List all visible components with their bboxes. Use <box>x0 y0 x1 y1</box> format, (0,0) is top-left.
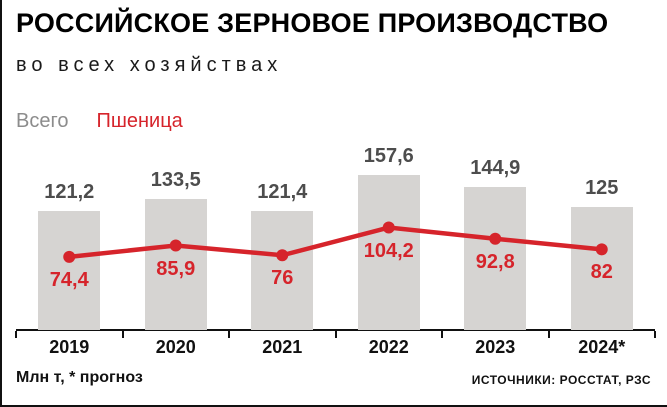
x-axis-tick <box>228 331 230 338</box>
legend-item-wheat: Пшеница <box>96 110 183 132</box>
wheat-value-label: 74,4 <box>49 268 89 291</box>
x-axis-tick <box>334 331 337 338</box>
chart-subtitle: во всех хозяйствах <box>16 54 283 76</box>
x-axis-label-2020: 2020 <box>155 337 196 357</box>
chart-title: РОССИЙСКОЕ ЗЕРНОВОЕ ПРОИЗВОДСТВО <box>16 8 609 38</box>
x-axis-label-2022: 2022 <box>368 337 409 357</box>
wheat-value-label: 82 <box>590 261 613 284</box>
x-axis-tick <box>15 331 17 338</box>
total-value-label: 133,5 <box>150 168 201 191</box>
wheat-value-label: 92,8 <box>475 250 515 273</box>
sources-note: ИСТОЧНИКИ: РОССТАТ, РЗС <box>471 373 651 387</box>
total-value-label: 121,2 <box>44 180 95 203</box>
x-axis-tick <box>441 331 443 338</box>
units-footnote: Млн т, * прогноз <box>16 369 143 386</box>
x-axis-tick <box>654 331 656 338</box>
total-value-label: 121,4 <box>257 180 308 203</box>
total-value-label: 125 <box>585 177 619 200</box>
x-axis-tick <box>121 331 124 338</box>
legend-item-total: Всего <box>16 110 69 132</box>
total-value-label: 157,6 <box>363 145 414 167</box>
wheat-value-label: 104,2 <box>363 239 414 262</box>
total-value-label: 144,9 <box>470 157 521 180</box>
total-bar-2020 <box>144 198 207 330</box>
x-axis-label-2024*: 2024* <box>578 337 626 357</box>
x-axis-tick <box>547 331 550 338</box>
x-axis-label-2021: 2021 <box>262 337 303 357</box>
wheat-value-label: 76 <box>271 267 294 290</box>
wheat-value-label: 85,9 <box>156 257 196 280</box>
x-axis <box>16 329 655 331</box>
x-axis-label-2019: 2019 <box>49 337 90 357</box>
chart-legend: Всего Пшеница <box>16 110 183 133</box>
x-axis-label-2023: 2023 <box>475 337 516 357</box>
